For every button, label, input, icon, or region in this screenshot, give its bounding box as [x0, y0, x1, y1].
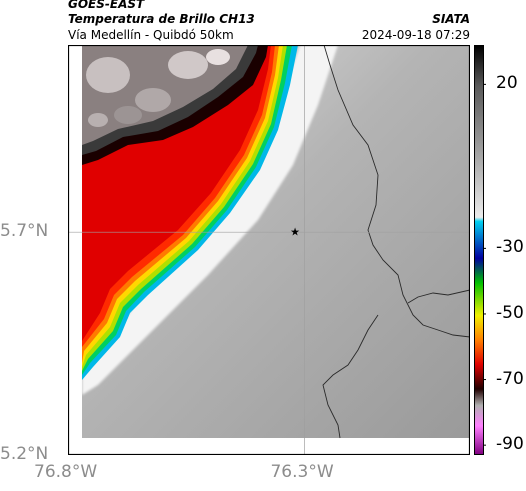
colorbar-tick-label: 20 — [496, 73, 518, 94]
x-tick-label: 76.8°W — [34, 462, 98, 482]
colorbar-tick-label: -70 — [496, 368, 524, 389]
political-borders — [322, 45, 470, 439]
route-subtitle: Vía Medellín - Quibdó 50km — [68, 28, 234, 42]
y-tick-label: 5.2°N — [0, 444, 49, 464]
source-label: SIATA — [432, 12, 470, 26]
satellite-name: GOES-EAST — [68, 0, 145, 11]
brightness-temperature-field — [82, 45, 470, 438]
colorbar-tick-label: -90 — [496, 434, 524, 455]
temperature-colorbar — [474, 45, 486, 455]
map-frame — [68, 45, 470, 455]
x-tick-label: 76.3°W — [270, 462, 334, 482]
product-title: Temperatura de Brillo CH13 — [68, 12, 255, 26]
timestamp: 2024-09-18 07:29 — [361, 28, 470, 42]
colorbar-tick-label: -30 — [496, 237, 524, 258]
colorbar-tick-label: -50 — [496, 302, 524, 323]
star-icon: ★ — [290, 226, 300, 239]
gridlines — [68, 45, 470, 455]
satellite-map: ★ — [68, 45, 470, 455]
y-tick-label: 5.7°N — [0, 221, 49, 242]
